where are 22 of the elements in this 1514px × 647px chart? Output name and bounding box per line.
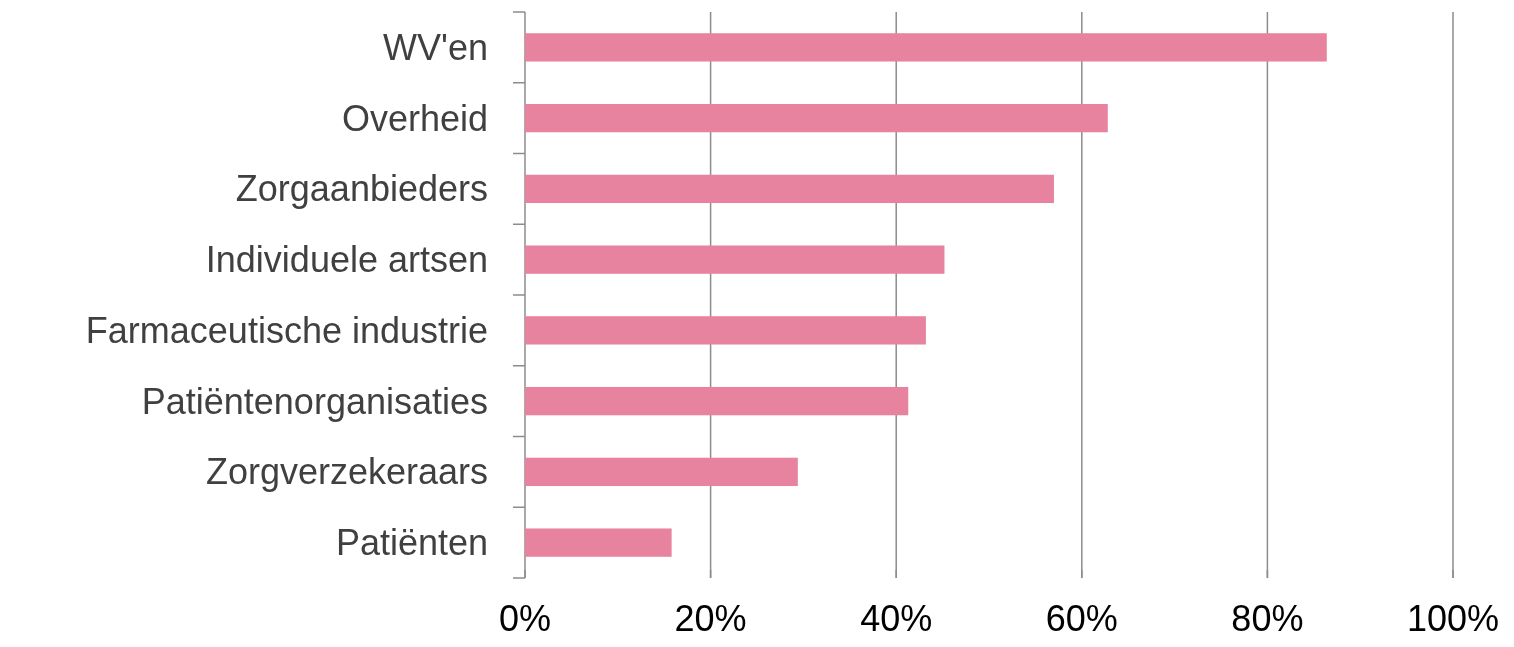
- x-tick-label: 0%: [498, 598, 552, 639]
- bar: [525, 457, 798, 487]
- y-tick-label: Zorgverzekeraars: [205, 451, 488, 493]
- y-tick-label: Individuele artsen: [205, 239, 488, 281]
- x-tick-label: 100%: [1406, 598, 1500, 639]
- y-tick-label: Patiënten: [335, 522, 488, 564]
- y-tick-label: Overheid: [341, 97, 488, 139]
- x-tick-label: 20%: [674, 598, 747, 639]
- bar: [525, 33, 1327, 62]
- bar: [525, 316, 926, 345]
- x-tick-label: 60%: [1045, 598, 1118, 639]
- bar: [525, 386, 909, 416]
- bar: [525, 245, 945, 274]
- y-tick-label: Zorgaanbieders: [235, 168, 488, 210]
- y-tick-label: WV'en: [383, 26, 488, 68]
- bar: [525, 103, 1108, 133]
- x-tick-label: 80%: [1231, 598, 1304, 639]
- y-tick-label: Farmaceutische industrie: [85, 309, 488, 351]
- x-tick-label: 40%: [860, 598, 933, 639]
- bar: [525, 528, 672, 557]
- y-tick-label: Patiëntenorganisaties: [141, 380, 488, 422]
- bar: [525, 174, 1054, 204]
